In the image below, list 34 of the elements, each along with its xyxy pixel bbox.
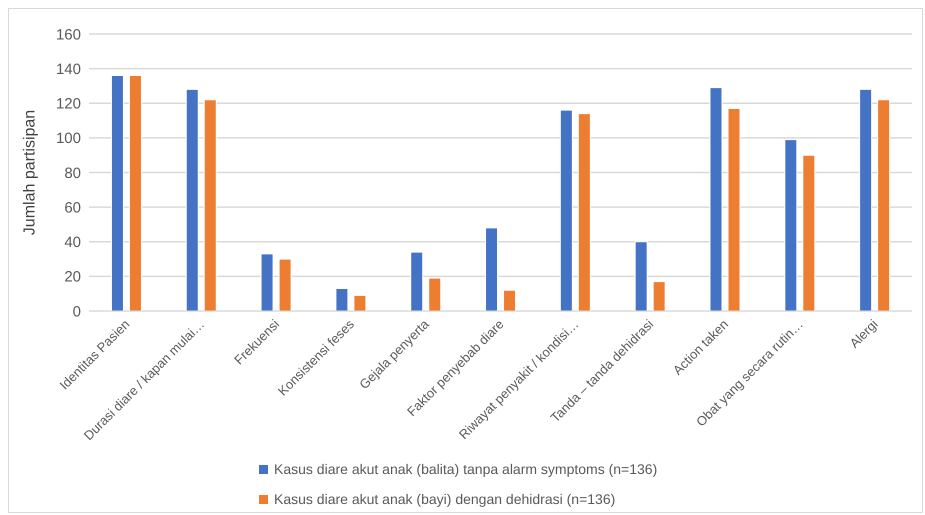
y-tick-label: 160 [56,26,81,44]
bar [260,253,274,311]
bar [485,227,498,311]
y-tick-label: 100 [56,130,81,148]
legend-label: Kasus diare akut anak (balita) tanpa alarm symptoms (n=136) [274,461,658,477]
bar [634,241,648,311]
bar [428,278,442,311]
y-tick-label: 140 [56,60,81,78]
bar [784,139,798,311]
bar [204,99,217,311]
bar [335,288,348,311]
y-tick-label: 40 [64,234,81,252]
bar [110,75,124,311]
bar [186,88,199,311]
y-tick-label: 120 [56,96,81,113]
bar [578,113,591,311]
bar [560,110,573,311]
y-tick-label: 80 [64,164,81,182]
legend-label: Kasus diare akut anak (bayi) dengan dehidrasi (n=136) [274,491,616,507]
bar [353,294,366,311]
y-tick-label: 60 [64,199,81,216]
y-tick-label: 0 [72,303,81,320]
bar [727,108,740,311]
y-axis-title: Jumlah partisipan [22,110,39,236]
bar [503,290,516,311]
bar [410,252,424,311]
bar [802,154,816,311]
bar [128,75,142,311]
bar [859,88,872,311]
y-tick-label: 20 [64,268,81,286]
bar [278,258,292,311]
bar [877,99,890,311]
bar [709,87,722,311]
bar [652,281,666,311]
